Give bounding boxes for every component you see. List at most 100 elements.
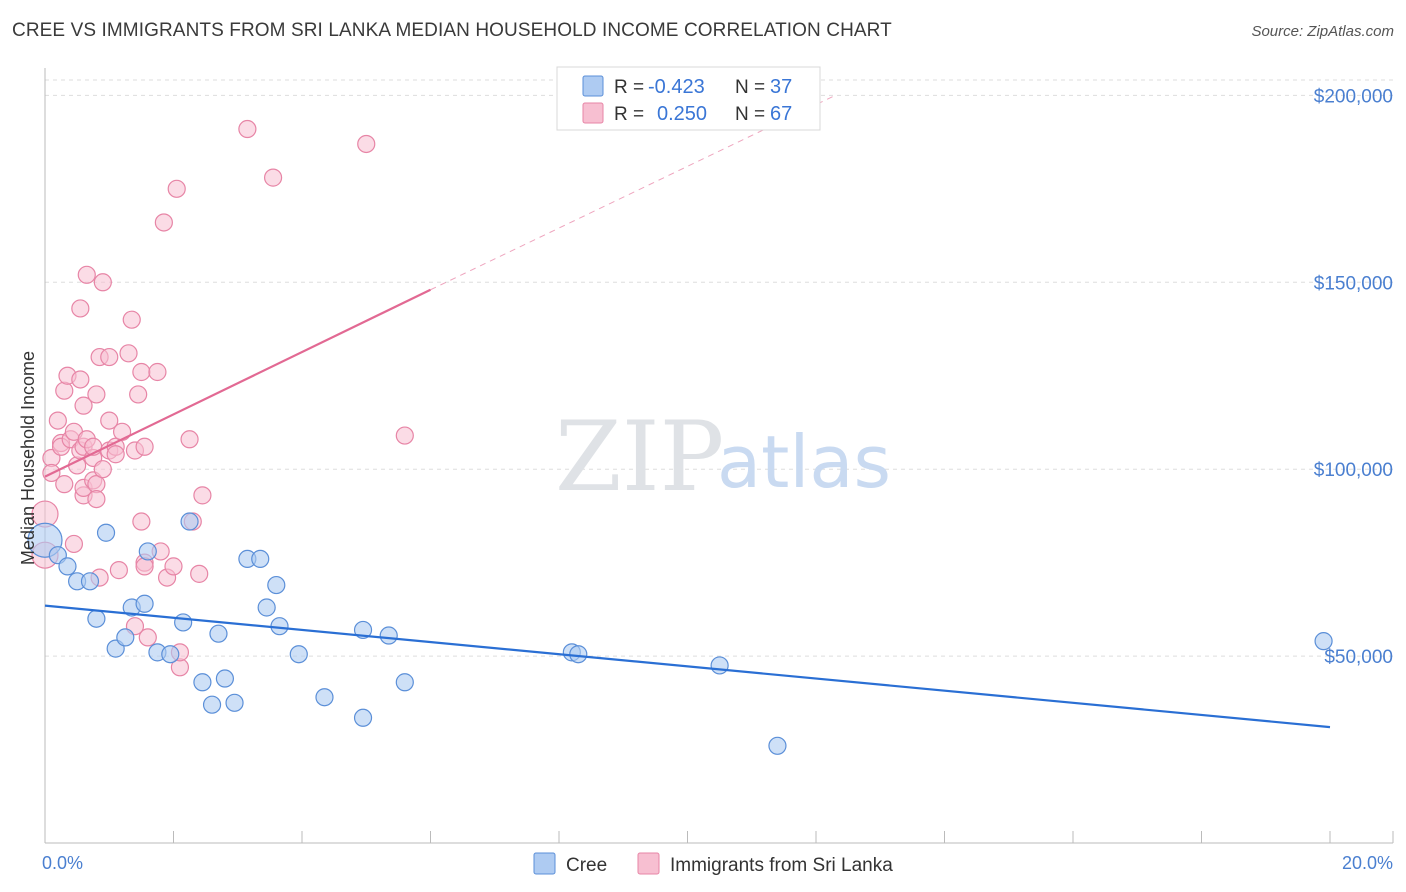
sri-lanka-point: [238, 119, 257, 139]
cree-point: [267, 575, 286, 595]
legend-n-label-sri-lanka: N =: [735, 104, 765, 125]
legend-r-value-sri-lanka: 0.250: [657, 103, 707, 125]
sri-lanka-point: [154, 213, 173, 232]
cree-point: [96, 523, 116, 542]
legend-r-value-cree: -0.423: [648, 76, 705, 98]
cree-point: [193, 673, 212, 692]
series-sri-lanka-points: [31, 119, 414, 677]
legend-swatch-cree: [582, 75, 604, 97]
sri-lanka-point: [263, 168, 283, 187]
sri-lanka-point: [164, 557, 183, 576]
sri-lanka-point: [357, 134, 376, 154]
sri-lanka-point: [77, 265, 96, 284]
sri-lanka-point: [167, 179, 186, 198]
cree-point: [315, 688, 334, 707]
sri-lanka-trend-line: [44, 288, 431, 478]
cree-point: [87, 609, 106, 628]
cree-point: [768, 736, 787, 755]
y-axis-title: Median Household Income: [18, 351, 38, 565]
cree-point: [710, 656, 729, 675]
sri-lanka-point: [193, 486, 212, 505]
cree-point: [251, 549, 270, 569]
sri-lanka-point: [93, 273, 112, 292]
sri-lanka-point: [190, 564, 209, 583]
cree-point: [225, 693, 244, 712]
sri-lanka-point: [64, 534, 84, 554]
sri-lanka-point: [71, 299, 90, 318]
watermark: ZIP atlas: [555, 401, 891, 513]
sri-lanka-point: [100, 347, 119, 367]
cree-point: [379, 626, 398, 645]
x-tick-label-max: 20.0%: [1342, 853, 1393, 873]
sri-lanka-point: [109, 561, 128, 580]
cree-point: [209, 624, 228, 643]
sri-lanka-point: [55, 475, 74, 494]
x-tick-label-min: 0.0%: [42, 853, 83, 873]
series-legend: Cree Immigrants from Sri Lanka: [533, 852, 893, 876]
y-tick-label-2: $150,000: [1314, 273, 1393, 294]
sri-lanka-point: [48, 411, 67, 430]
cree-point: [289, 645, 308, 664]
cree-point: [161, 645, 180, 664]
legend-swatch-sri-lanka: [582, 102, 604, 124]
sri-lanka-point: [71, 370, 90, 389]
cree-point: [58, 557, 77, 576]
sri-lanka-point: [74, 396, 93, 415]
watermark-atlas: atlas: [717, 420, 891, 504]
legend-label-sri-lanka: Immigrants from Sri Lanka: [670, 855, 893, 876]
sri-lanka-point: [135, 437, 154, 456]
correlation-legend: R = -0.423 N = 37 R = 0.250 N = 67: [556, 66, 821, 131]
cree-point: [174, 613, 193, 632]
legend-label-cree: Cree: [566, 855, 607, 876]
cree-point: [180, 512, 199, 531]
cree-trend-line: [44, 604, 1331, 729]
cree-point: [215, 669, 234, 688]
sri-lanka-point: [119, 344, 138, 363]
sri-lanka-point: [93, 460, 112, 479]
sri-lanka-point: [87, 385, 106, 404]
sri-lanka-point: [122, 310, 141, 329]
sri-lanka-point: [55, 381, 74, 400]
sri-lanka-point: [180, 430, 199, 449]
cree-point: [353, 708, 373, 727]
legend-r-label-cree: R =: [614, 77, 644, 98]
legend-swatch-cree-bottom: [533, 852, 556, 875]
cree-point: [257, 598, 276, 617]
gridlines: [45, 79, 1393, 657]
sri-lanka-point: [395, 426, 414, 445]
sri-lanka-point: [106, 445, 125, 464]
cree-point: [569, 645, 588, 664]
sri-lanka-point: [87, 489, 106, 509]
y-tick-labels: $50,000 $100,000 $150,000 $200,000: [1314, 86, 1393, 668]
y-tick-label-3: $200,000: [1314, 86, 1393, 107]
cree-point: [395, 673, 414, 692]
watermark-zip: ZIP: [555, 401, 724, 513]
cree-point: [202, 695, 222, 714]
legend-swatch-sri-lanka-bottom: [637, 852, 660, 875]
sri-lanka-point: [129, 385, 148, 404]
cree-point: [138, 542, 157, 561]
series-cree-points: [27, 512, 1333, 755]
cree-point: [116, 628, 135, 647]
cree-point: [80, 572, 100, 591]
y-tick-label-1: $100,000: [1314, 460, 1393, 481]
sri-lanka-point: [148, 362, 167, 382]
sri-lanka-point: [138, 628, 157, 647]
legend-n-label-cree: N =: [735, 77, 765, 98]
legend-r-label-sri-lanka: R =: [614, 104, 644, 125]
cree-point: [1314, 632, 1333, 651]
chart-title: CREE VS IMMIGRANTS FROM SRI LANKA MEDIAN…: [12, 20, 892, 41]
sri-lanka-point: [135, 557, 154, 576]
legend-n-value-cree: 37: [770, 76, 792, 98]
cree-point: [353, 620, 373, 640]
sri-lanka-point: [68, 456, 87, 475]
sri-lanka-point: [112, 422, 132, 441]
sri-lanka-point: [132, 512, 151, 531]
sri-lanka-point: [100, 411, 119, 430]
y-tick-label-0: $50,000: [1324, 647, 1393, 668]
legend-n-value-sri-lanka: 67: [770, 103, 792, 125]
cree-point: [135, 594, 154, 613]
source-label: Source: ZipAtlas.com: [1251, 23, 1394, 40]
sri-lanka-point: [132, 362, 151, 382]
